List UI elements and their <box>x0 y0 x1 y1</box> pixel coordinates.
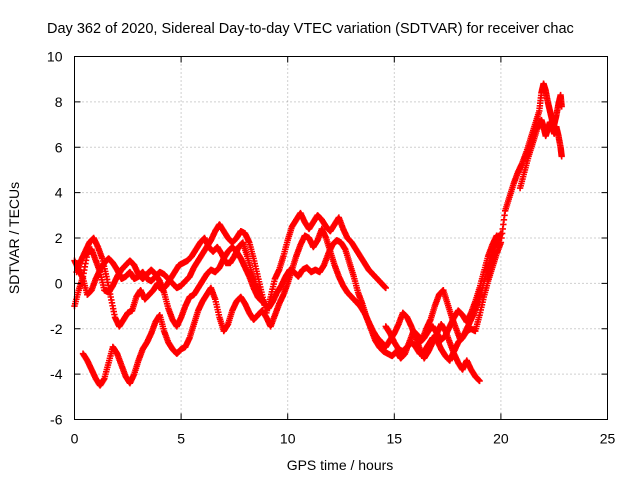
x-tick-label: 20 <box>493 431 509 447</box>
x-tick-label: 15 <box>387 431 403 447</box>
data-points-layer <box>71 80 565 389</box>
y-tick-label: 4 <box>55 185 63 201</box>
data-point <box>258 298 266 305</box>
data-point <box>476 377 483 385</box>
y-tick-label: 10 <box>47 49 63 65</box>
grid-layer <box>74 56 608 420</box>
data-point <box>558 103 565 110</box>
series-track-7 <box>416 232 500 346</box>
data-point <box>493 232 500 239</box>
y-tick-label: 8 <box>55 94 63 110</box>
y-tick-label: -4 <box>50 366 63 382</box>
data-point <box>382 284 389 292</box>
y-tick-label: 6 <box>55 139 63 155</box>
data-point <box>558 153 565 160</box>
y-tick-label: -2 <box>50 321 63 337</box>
x-tick-label: 10 <box>280 431 296 447</box>
y-tick-label: 2 <box>55 230 63 246</box>
x-axis-label: GPS time / hours <box>287 457 394 473</box>
ticks-layer: 0 5 10 15 20 25 -6 -4 -2 0 2 4 6 8 10 <box>47 49 616 447</box>
y-tick-label: -6 <box>50 412 63 428</box>
y-tick-label: 0 <box>55 275 63 291</box>
series-track-6 <box>516 116 565 192</box>
y-axis-label: SDTVAR / TECUs <box>6 182 22 294</box>
x-tick-label: 5 <box>177 431 185 447</box>
chart-title: Day 362 of 2020, Sidereal Day-to-day VTE… <box>47 21 574 37</box>
x-tick-label: 0 <box>71 431 79 447</box>
plot-frame <box>74 56 608 420</box>
series-track-3 <box>79 225 483 389</box>
x-tick-label: 25 <box>600 431 616 447</box>
series-track-4 <box>71 243 266 330</box>
